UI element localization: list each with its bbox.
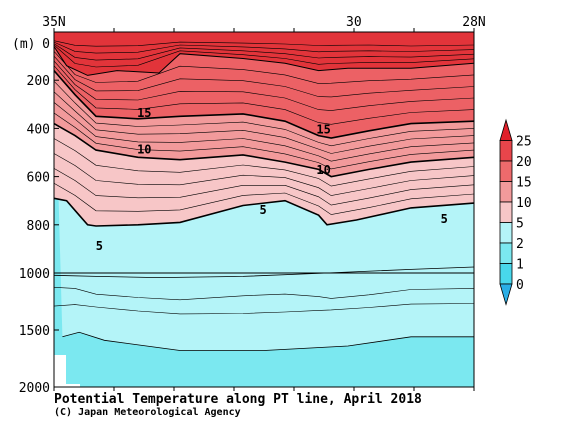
chart-credit: (C) Japan Meteorological Agency <box>54 407 241 418</box>
y-unit-label: (m) <box>12 37 35 52</box>
x-tick-label: 30 <box>346 15 362 30</box>
plot-frame <box>53 31 475 388</box>
x-tick-label: 35N <box>42 15 65 30</box>
isotherm-minor <box>53 65 475 125</box>
colorbar-segment <box>499 242 513 264</box>
colorbar-label: 5 <box>516 217 524 232</box>
isotherm-minor <box>53 183 475 215</box>
isotherm-5 <box>53 197 475 227</box>
isotherm-minor <box>53 44 475 68</box>
isotherm-minor <box>53 138 475 187</box>
y-tick-label: 1000 <box>19 267 50 282</box>
colorbar-segment <box>499 201 513 223</box>
isotherm-2 <box>62 331 474 351</box>
isotherm-minor <box>53 43 475 61</box>
colorbar-segment <box>499 181 513 203</box>
contour-label: 5 <box>260 203 267 217</box>
isotherm-minor <box>53 40 475 47</box>
contour-label: 15 <box>137 106 151 120</box>
isotherm-minor <box>53 80 475 147</box>
contour-label: 5 <box>96 239 103 253</box>
y-tick-label: 400 <box>27 122 50 137</box>
colorbar-label: 15 <box>516 176 532 191</box>
colorbar-segment-top <box>499 118 513 141</box>
isotherm-minor <box>53 55 475 98</box>
masked-bottom <box>54 355 80 387</box>
isotherm-20 <box>53 46 475 76</box>
y-tick-label: 1500 <box>19 324 50 339</box>
isotherm-1-5 <box>53 303 475 315</box>
y-tick-label: 200 <box>27 74 50 89</box>
y-tick-label: 600 <box>27 171 50 186</box>
colorbar-segment <box>499 222 513 244</box>
isotherm-minor <box>53 102 475 162</box>
contour-label: 5 <box>441 212 448 226</box>
colorbar-label: 10 <box>516 196 532 211</box>
contour-label: 10 <box>316 163 330 177</box>
plot-border <box>53 31 475 388</box>
isotherm-minor <box>53 41 475 54</box>
y-tick-label-zero: 0 <box>42 37 50 52</box>
isotherm-minor <box>53 112 475 170</box>
contour-label: 15 <box>316 122 330 136</box>
colorbar-label: 25 <box>516 135 532 150</box>
isotherm-lines <box>53 40 475 351</box>
colorbar-segment <box>499 263 513 285</box>
isotherm-minor <box>53 91 475 154</box>
isotherm-3 <box>53 287 475 301</box>
isotherm-minor <box>53 60 475 111</box>
fill-band-20-25 <box>54 32 474 76</box>
isotherm-minor <box>53 168 475 206</box>
isotherm-minor <box>53 51 475 84</box>
x-axis: 35N 30 28N <box>42 15 486 391</box>
isotherm-10 <box>53 122 475 178</box>
colorbar-label: 0 <box>516 278 524 293</box>
colorbar-segment <box>499 160 513 182</box>
x-tick-label: 28N <box>462 15 485 30</box>
contour-label: 10 <box>137 143 151 157</box>
isotherm-1 <box>53 266 475 279</box>
colorbar-label: 2 <box>516 237 524 252</box>
y-tick-label: 800 <box>27 219 50 234</box>
colorbar-segment <box>499 140 513 162</box>
y-tick-label: 2000 <box>19 381 50 396</box>
y-axis: 200 400 600 800 1000 1500 2000 (m) 0 <box>12 31 59 396</box>
colorbar-label: 20 <box>516 155 532 170</box>
colorbar-label: 1 <box>516 258 524 273</box>
colorbar-segment-bottom <box>499 283 513 306</box>
isotherm-minor <box>53 153 475 196</box>
contour-labels: 15 15 10 10 5 5 5 <box>96 106 448 253</box>
chart-title: Potential Temperature along PT line, Apr… <box>54 392 422 407</box>
isotherm-15 <box>53 70 475 139</box>
